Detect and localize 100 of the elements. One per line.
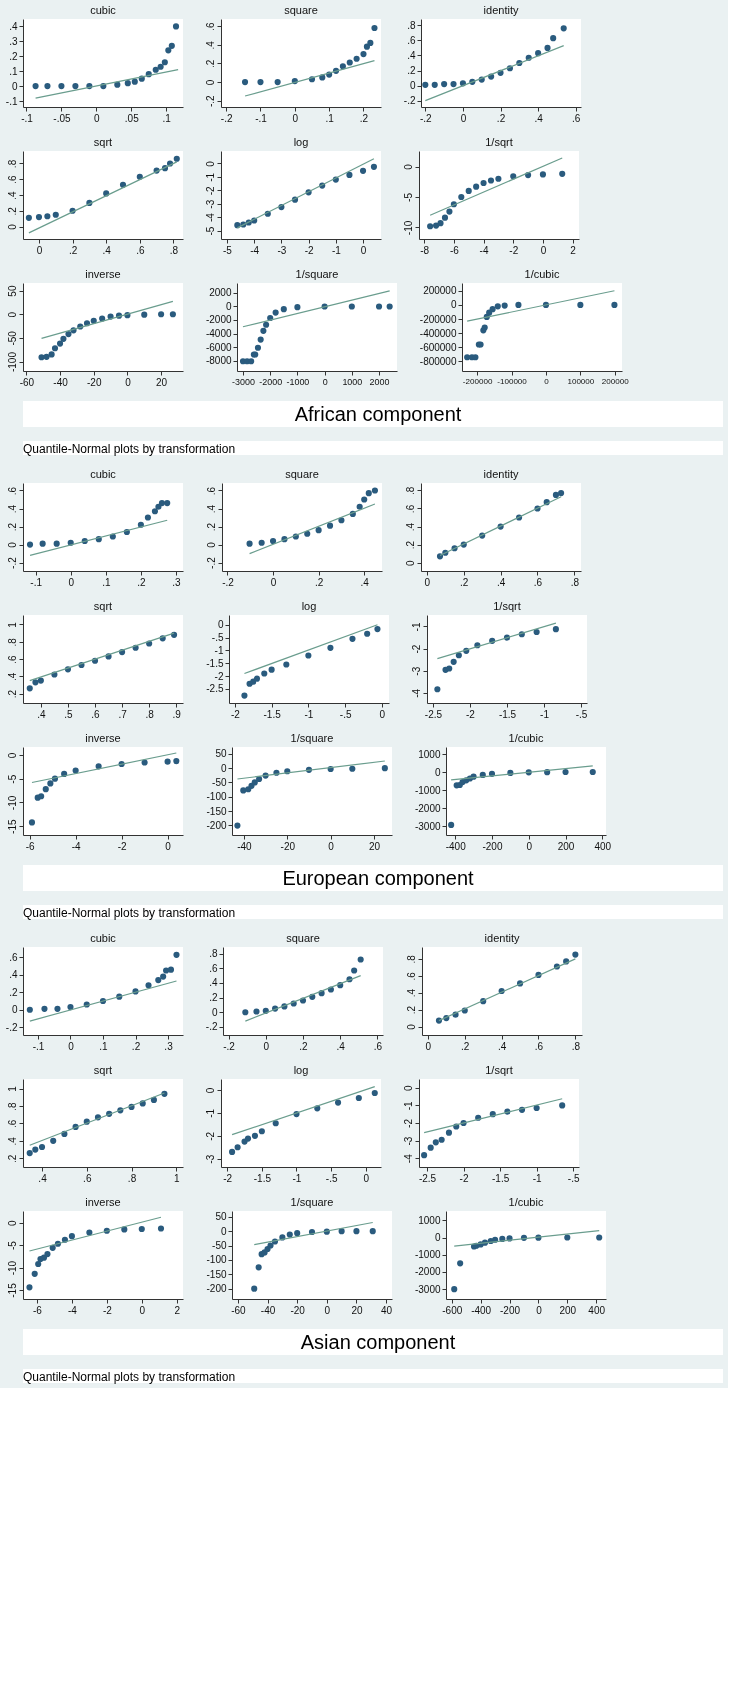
x-tick-label: -200: [482, 840, 503, 852]
y-tick-label: .4: [407, 49, 416, 61]
y-tick-label: -3: [410, 666, 422, 676]
y-tick-label: -1: [204, 172, 216, 182]
y-tick-label: 0: [220, 1225, 227, 1237]
y-tick-label: .4: [209, 977, 218, 989]
x-tick-label: .2: [314, 576, 324, 588]
y-tick-label: 1: [6, 621, 18, 628]
y-tick-label: -100: [206, 1254, 227, 1266]
x-tick-label: -4: [250, 244, 260, 256]
chart-title: 1/sqrt: [485, 1064, 513, 1076]
y-tick-label: .6: [204, 22, 216, 31]
y-tick-label: .6: [6, 486, 18, 496]
x-tick-label: 1000: [342, 376, 363, 387]
y-tick-label: .8: [404, 486, 416, 496]
y-tick-label: -4: [204, 212, 216, 223]
x-tick-label: 0: [328, 840, 335, 852]
y-tick-label: -10: [6, 1260, 18, 1276]
x-tick-label: 0: [270, 576, 277, 588]
x-tick-label: -100000: [497, 376, 528, 386]
y-tick-label: -150: [206, 805, 227, 817]
y-tick-label: .2: [204, 59, 216, 69]
y-tick-label: 1000: [418, 748, 441, 760]
y-tick-label: .6: [6, 654, 18, 664]
y-tick-label: -200000: [419, 313, 457, 325]
y-tick-label: .8: [405, 954, 417, 964]
y-tick-label: .6: [404, 504, 416, 514]
y-tick-label: 0: [6, 311, 18, 318]
chart-title: cubic: [90, 4, 117, 16]
x-tick-label: .4: [497, 1040, 507, 1052]
y-tick-label: .2: [407, 65, 416, 77]
x-tick-label: .1: [325, 112, 335, 124]
chart-title: 1/sqrt: [485, 136, 513, 148]
chart-title: square: [284, 4, 318, 16]
x-tick-label: .8: [571, 1040, 581, 1052]
text: Asian component: [300, 1331, 456, 1353]
y-tick-label: 200000: [423, 285, 457, 297]
chart-title: inverse: [85, 1196, 121, 1208]
y-tick-label: .2: [6, 522, 18, 532]
y-tick-label: .4: [204, 40, 216, 50]
text: African component: [294, 403, 462, 425]
y-tick-label: 0: [204, 79, 216, 86]
y-tick-label: -600000: [419, 341, 457, 353]
x-tick-label: .2: [461, 1040, 470, 1052]
chart-title: square: [286, 932, 320, 944]
y-tick-label: 0: [450, 299, 457, 311]
y-tick-label: .2: [405, 1005, 417, 1015]
x-tick-label: 0: [540, 244, 547, 256]
y-tick-label: .2: [9, 986, 18, 998]
chart-title: 1/square: [290, 1196, 334, 1208]
x-tick-label: -2: [509, 244, 519, 256]
y-tick-label: 0: [11, 1004, 18, 1016]
y-tick-label: .6: [6, 175, 18, 184]
y-tick-label: -5: [204, 226, 216, 236]
x-tick-label: .4: [534, 112, 544, 124]
x-tick-label: 0: [324, 1304, 331, 1316]
x-tick-label: -60: [231, 1304, 247, 1316]
y-tick-label: 0: [402, 163, 414, 170]
chart-title: sqrt: [93, 1064, 113, 1076]
chart-title: cubic: [90, 932, 117, 944]
x-tick-label: -2: [304, 244, 314, 256]
chart-title: inverse: [85, 268, 121, 280]
y-tick-label: .3: [9, 35, 18, 47]
x-tick-label: -8: [420, 244, 430, 256]
y-tick-label: -5: [402, 192, 414, 202]
y-tick-label: .8: [6, 1101, 18, 1111]
x-tick-label: 200: [557, 840, 575, 852]
chart-title: identity: [483, 4, 519, 16]
y-tick-label: -1: [410, 622, 422, 632]
y-tick-label: 0: [6, 752, 18, 759]
y-tick-label: .2: [205, 522, 217, 532]
y-tick-label: 0: [220, 762, 227, 774]
y-tick-label: .2: [6, 1154, 18, 1163]
x-tick-label: 20: [156, 376, 168, 388]
x-tick-label: .2: [299, 1040, 309, 1052]
y-tick-label: 0: [404, 559, 416, 566]
x-tick-label: -1: [540, 708, 550, 720]
y-tick-label: .2: [6, 206, 18, 216]
y-tick-label: -1.5: [206, 657, 224, 669]
y-tick-label: 1000: [418, 1214, 441, 1226]
chart-title: cubic: [90, 468, 117, 480]
x-tick-label: .4: [38, 1172, 48, 1184]
x-tick-label: .8: [127, 1172, 137, 1184]
x-tick-label: .7: [118, 708, 128, 720]
y-tick-label: -1: [214, 644, 224, 656]
x-tick-label: 0: [263, 1040, 270, 1052]
y-tick-label: .4: [9, 20, 18, 32]
x-tick-label: .9: [172, 708, 182, 720]
y-tick-label: -.2: [5, 1021, 18, 1033]
x-tick-label: .6: [136, 244, 145, 256]
x-tick-label: -1.5: [253, 1172, 272, 1184]
x-tick-label: 0: [363, 1172, 370, 1184]
y-tick-label: .8: [6, 637, 18, 647]
x-tick-label: -1: [292, 1172, 302, 1184]
x-tick-label: 1: [174, 1172, 181, 1184]
y-tick-label: 50: [6, 285, 18, 297]
x-tick-label: 0: [68, 576, 75, 588]
y-tick-label: -1: [204, 1108, 216, 1118]
chart-title: 1/cubic: [508, 1196, 544, 1208]
x-tick-label: .6: [83, 1172, 92, 1184]
